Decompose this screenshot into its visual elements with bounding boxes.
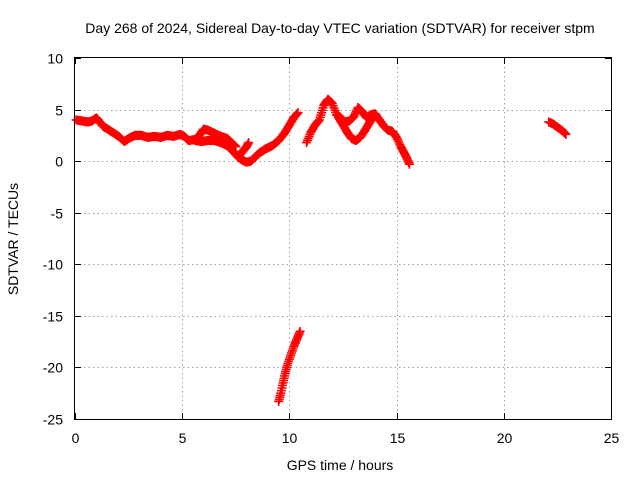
data-points [71, 94, 571, 406]
series-arc-6 [274, 326, 305, 406]
y-tick-label: 0 [55, 154, 63, 170]
data-point [295, 326, 305, 336]
data-point [304, 131, 314, 141]
y-tick-label: 10 [47, 51, 63, 67]
y-tick-label: -25 [43, 412, 63, 428]
x-tick-label: 5 [179, 430, 187, 446]
y-tick-label: -10 [43, 257, 63, 273]
data-point [561, 129, 571, 139]
x-tick-label: 0 [72, 430, 80, 446]
data-point [302, 138, 312, 148]
axis-ticks [75, 58, 612, 420]
plot-frame [74, 57, 612, 420]
grid [75, 58, 611, 419]
x-axis-label: GPS time / hours [287, 457, 394, 473]
chart-title: Day 268 of 2024, Sidereal Day-to-day VTE… [85, 20, 594, 36]
x-tick-label: 15 [390, 430, 406, 446]
series-arc-1 [71, 113, 241, 152]
data-point [303, 133, 313, 143]
series-arc-3 [233, 138, 254, 162]
x-tick-labels: 0 5 10 15 20 25 [72, 430, 620, 446]
y-tick-label: 5 [55, 103, 63, 119]
data-point [302, 136, 312, 146]
y-tick-label: -20 [43, 360, 63, 376]
x-tick-label: 20 [497, 430, 513, 446]
data-point [560, 129, 570, 139]
series-arc-5 [334, 112, 378, 146]
data-point [293, 108, 303, 118]
y-tick-label: -5 [51, 206, 64, 222]
series-arc-7 [544, 117, 571, 139]
series-arc-2 [190, 108, 303, 167]
data-point [559, 128, 569, 138]
x-tick-label: 25 [604, 430, 620, 446]
series-arc-4 [302, 94, 414, 169]
data-point [404, 159, 414, 169]
y-tick-label: -15 [43, 309, 63, 325]
y-tick-labels: 10 5 0 -5 -10 -15 -20 -25 [43, 51, 63, 428]
y-axis-label: SDTVAR / TECUs [5, 183, 21, 295]
data-point [244, 138, 254, 148]
data-point [368, 112, 378, 122]
x-tick-label: 10 [282, 430, 298, 446]
